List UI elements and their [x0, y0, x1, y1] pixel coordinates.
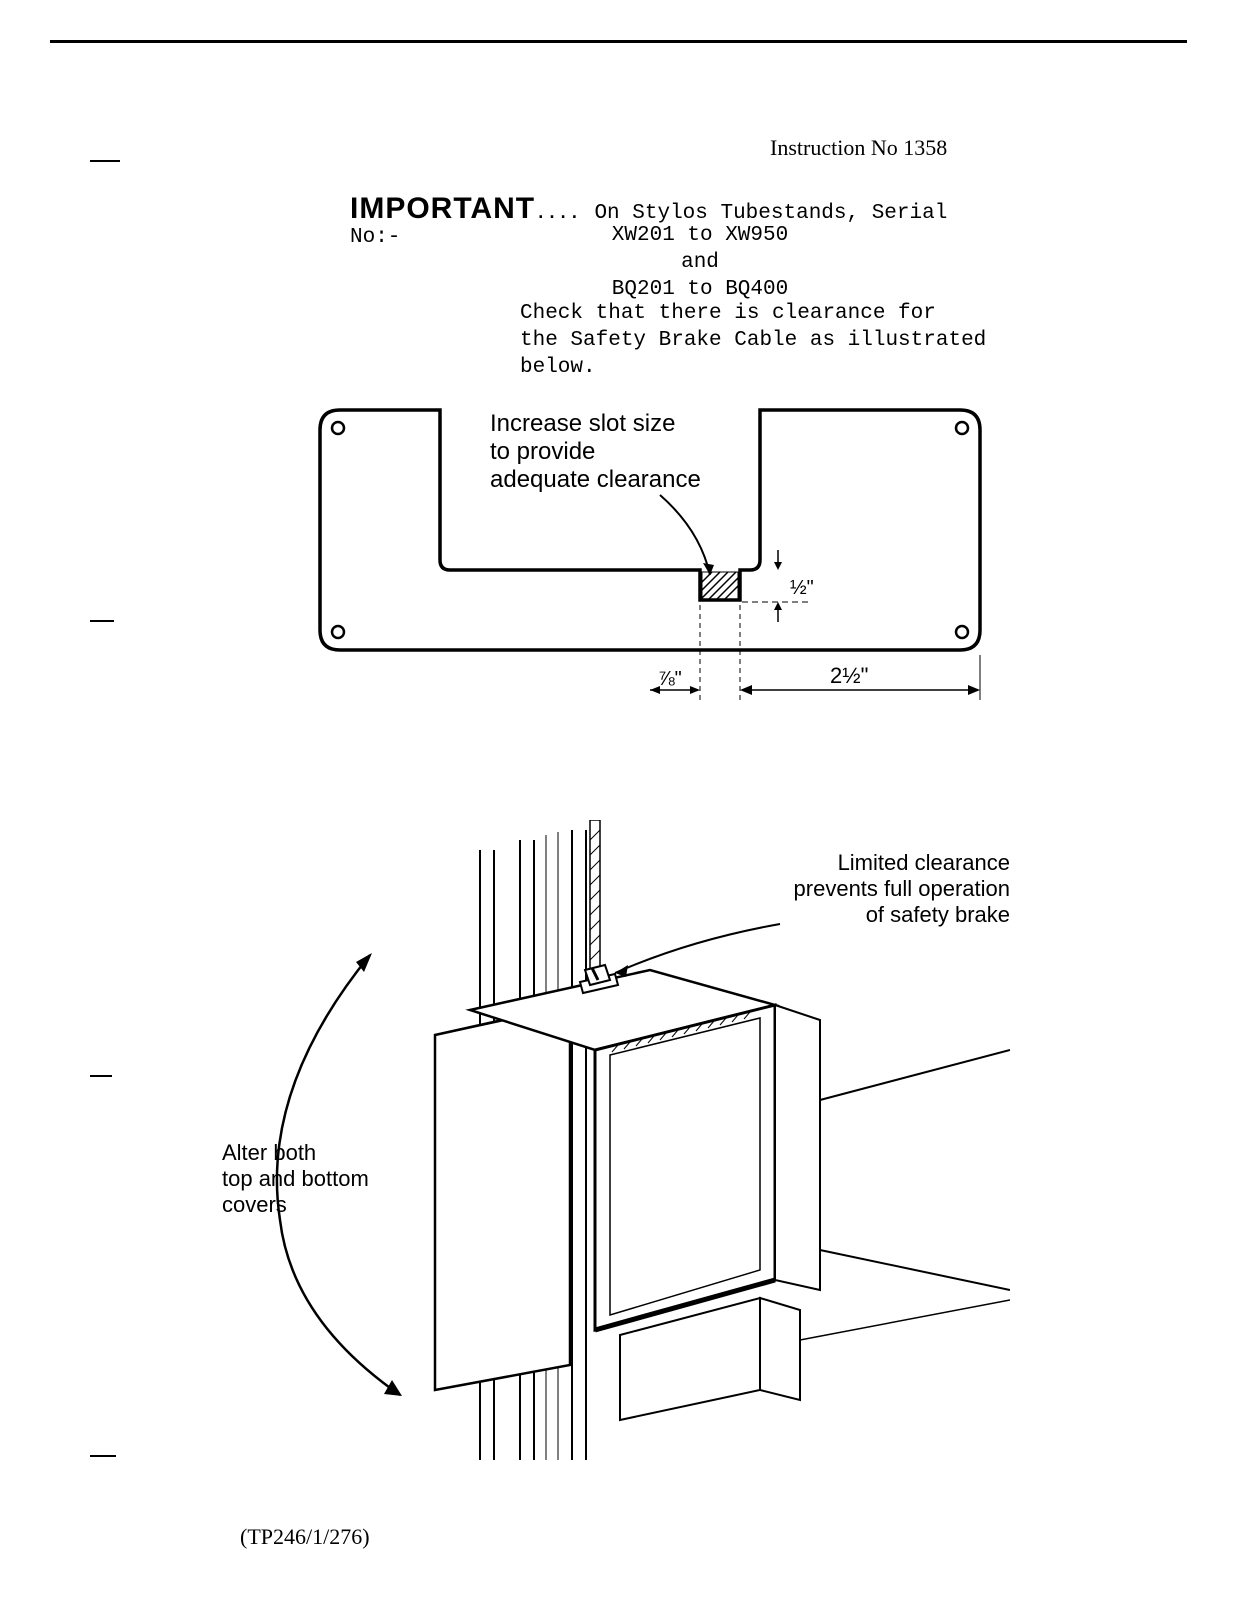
- check-line-2: the Safety Brake Cable as illustrated: [520, 329, 986, 352]
- limited-1: Limited clearance: [838, 850, 1010, 875]
- hole-icon: [956, 422, 968, 434]
- slot-label-2: to provide: [490, 438, 595, 465]
- footer-ref: (TP246/1/276): [240, 1524, 370, 1550]
- arm-lines: [800, 1050, 1010, 1340]
- check-line-1: Check that there is clearance for: [520, 302, 936, 325]
- serial-1: XW201 to XW950: [520, 222, 880, 249]
- instruction-number: Instruction No 1358: [770, 135, 947, 161]
- dim-7-8-text: ⅞": [658, 668, 682, 690]
- margin-tick: [90, 160, 120, 162]
- limited-label: Limited clearance prevents full operatio…: [730, 850, 1010, 928]
- top-rule: [50, 40, 1187, 43]
- dim-half-text: ½": [790, 577, 814, 599]
- arrowhead-icon: [703, 563, 714, 575]
- arrowhead-icon: [615, 965, 628, 977]
- leader-limited: [615, 924, 780, 973]
- hole-icon: [956, 626, 968, 638]
- hole-icon: [332, 422, 344, 434]
- alter-label: Alter both top and bottom covers: [222, 1140, 422, 1218]
- slot-label: Increase slot size to provide adequate c…: [490, 410, 701, 494]
- limited-2: prevents full operation: [794, 876, 1010, 901]
- slot-hatch: [702, 572, 738, 600]
- alter-2: top and bottom: [222, 1166, 369, 1191]
- leader-arrow: [660, 495, 710, 575]
- margin-tick: [90, 620, 114, 622]
- alter-1: Alter both: [222, 1140, 316, 1165]
- check-line-3: below.: [520, 356, 596, 379]
- margin-tick: [90, 1455, 116, 1457]
- dim-seven-eighths: ⅞": [650, 668, 700, 694]
- cable: [590, 820, 600, 970]
- diagram-plate: Increase slot size to provide adequate c…: [310, 400, 990, 750]
- slot-label-3: adequate clearance: [490, 466, 701, 493]
- hole-icon: [332, 626, 344, 638]
- dim-height: ½": [742, 550, 814, 622]
- alter-3: covers: [222, 1192, 287, 1217]
- margin-tick: [90, 1075, 112, 1077]
- dim-two-half: 2½": [740, 663, 980, 695]
- serial-and: and: [520, 249, 880, 276]
- important-dots: ....: [537, 194, 582, 224]
- slot-label-1: Increase slot size: [490, 410, 675, 437]
- front-box: [595, 1005, 820, 1330]
- important-word: IMPORTANT: [350, 192, 535, 225]
- diagram-carriage: Limited clearance prevents full operatio…: [220, 820, 1010, 1470]
- page: Instruction No 1358 IMPORTANT.... On Sty…: [0, 0, 1237, 1600]
- limited-3: of safety brake: [866, 902, 1010, 927]
- dim-2-5-text: 2½": [830, 663, 868, 688]
- serial-2: BQ201 to BQ400: [520, 276, 880, 303]
- arrowhead-icon: [384, 1380, 402, 1396]
- rails-through: [520, 1360, 586, 1460]
- check-lines: Check that there is clearance for the Sa…: [520, 300, 990, 381]
- serial-lines: XW201 to XW950 and BQ201 to BQ400: [520, 222, 880, 303]
